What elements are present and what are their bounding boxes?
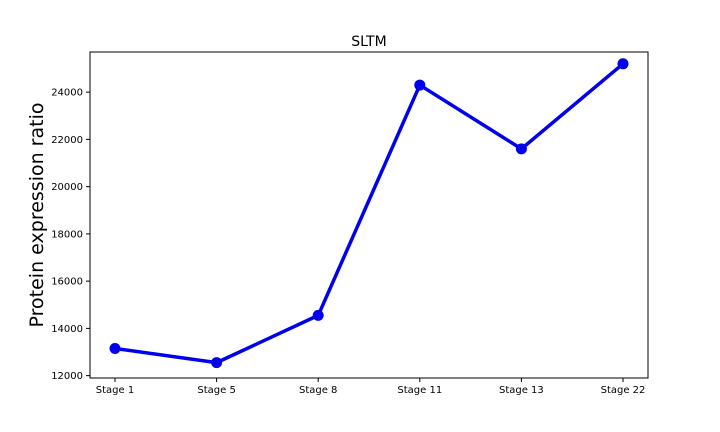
y-tick-label: 20000 (51, 182, 83, 193)
chart-marks: 12000 14000 16000 18000 20000 22000 24000 Stage… (51, 58, 645, 396)
y-tick-label: 12000 (51, 371, 83, 382)
x-tick-label: Stage 22 (601, 385, 646, 396)
data-point (414, 79, 426, 91)
x-tick-label: Stage 5 (197, 385, 235, 396)
y-tick-label: 16000 (51, 277, 83, 288)
data-point (617, 58, 629, 70)
data-point (515, 143, 527, 155)
y-tick-label: 22000 (51, 135, 83, 146)
data-point (211, 357, 223, 369)
x-tick-label: Stage 13 (499, 385, 544, 396)
chart-title: SLTM (351, 34, 386, 50)
x-tick-label: Stage 8 (299, 385, 337, 396)
y-tick-label: 14000 (51, 324, 83, 335)
y-tick-label: 24000 (51, 88, 83, 99)
x-tick-label: Stage 11 (397, 385, 442, 396)
data-point (109, 342, 121, 354)
x-tick-label: Stage 1 (96, 385, 134, 396)
plot-area-frame (89, 51, 649, 379)
y-axis-label: Protein expression ratio (26, 103, 48, 328)
data-point (312, 309, 324, 321)
y-tick-label: 18000 (51, 229, 83, 240)
series-line (113, 62, 625, 365)
